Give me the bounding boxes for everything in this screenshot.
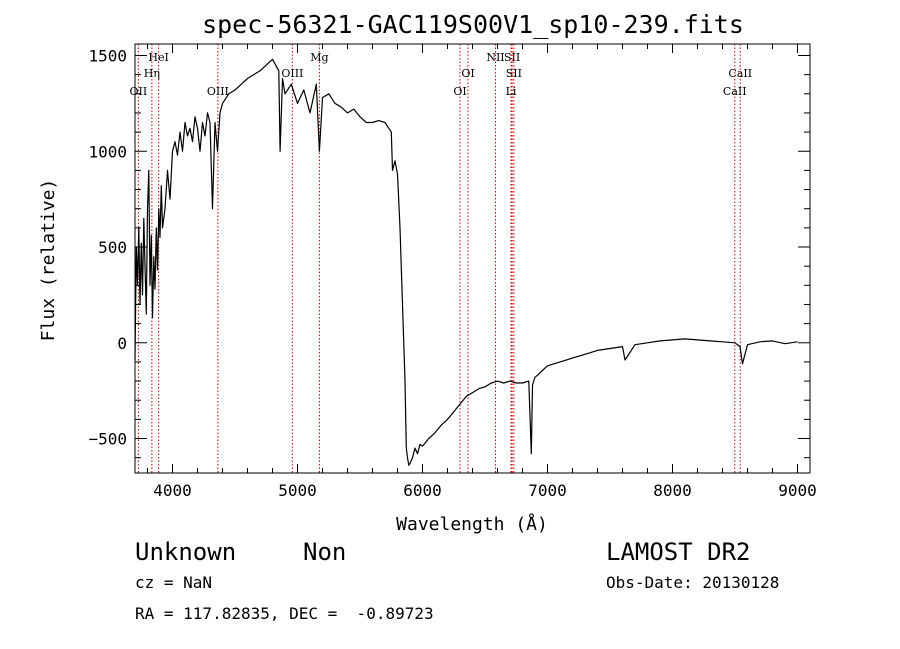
- spectrum-series-line: [134, 58, 798, 466]
- marker-label-6: OI: [453, 85, 466, 98]
- x-axis-label: Wavelength (Å): [396, 513, 548, 535]
- marker-label-1: HeI: [148, 51, 168, 64]
- marker-label-13: CaII: [723, 85, 747, 98]
- x-tick-label: 4000: [153, 481, 192, 500]
- marker-label-5: Mg: [310, 51, 328, 64]
- y-tick-label: 500: [98, 238, 127, 257]
- marker-label-11: Li: [506, 85, 517, 98]
- marker-label-10: SII: [506, 67, 522, 80]
- x-tick-label: 7000: [528, 481, 567, 500]
- plot-frame: [134, 43, 811, 474]
- x-tick-label: 9000: [778, 481, 817, 500]
- y-tick-label: −500: [88, 430, 127, 449]
- obs-date-label: Obs-Date: 20130128: [606, 573, 780, 592]
- redshift-label: cz = NaN: [135, 573, 213, 592]
- x-tick-label: 8000: [653, 481, 692, 500]
- chart-title: spec-56321-GAC119S00V1_sp10-239.fits: [202, 10, 744, 39]
- survey-label: LAMOST DR2: [606, 538, 751, 566]
- marker-label-7: OI: [461, 67, 474, 80]
- marker-label-8: NII: [486, 51, 504, 64]
- marker-label-0: OII: [130, 85, 148, 98]
- marker-label-12: CaII: [728, 67, 752, 80]
- y-tick-label: 1500: [88, 46, 127, 65]
- y-axis-label: Flux (relative): [38, 179, 59, 342]
- coordinates-label: RA = 117.82835, DEC = -0.89723: [135, 604, 434, 623]
- spectral-line-markers: OII HeI Hη OIII OIII Mg OI OI NII SII SII Li CaII CaI…: [130, 44, 752, 473]
- spectrum-series-layer: [134, 58, 798, 466]
- marker-label-4: OIII: [281, 67, 303, 80]
- y-tick-label: 1000: [88, 142, 127, 161]
- x-tick-label: 6000: [403, 481, 442, 500]
- subclass-label: Non: [303, 538, 347, 566]
- marker-label-9: SII: [504, 51, 520, 64]
- x-tick-label: 5000: [278, 481, 317, 500]
- y-tick-label: 0: [117, 334, 127, 353]
- marker-label-2: Hη: [144, 67, 160, 80]
- classification-label: Unknown: [135, 538, 237, 566]
- axis-ticks: 4000 5000 6000 7000 8000 9000 −500 0 500 1000 1500: [88, 44, 817, 500]
- marker-label-3: OIII: [207, 85, 229, 98]
